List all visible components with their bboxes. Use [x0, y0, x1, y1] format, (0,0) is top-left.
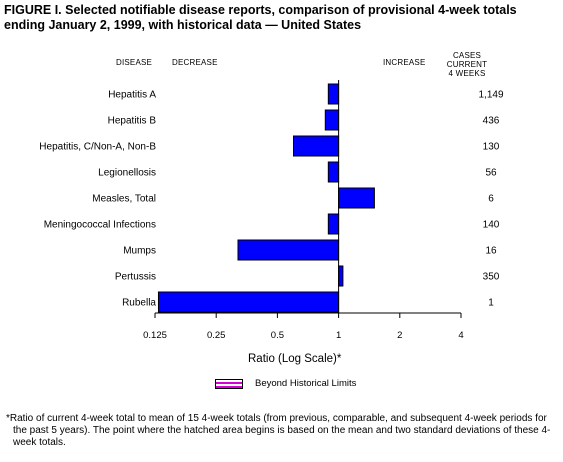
cases-value: 350: [483, 272, 500, 283]
category-label: Hepatitis B: [108, 116, 157, 127]
x-tick-label: 0.125: [143, 330, 167, 341]
category-label: Mumps: [123, 246, 156, 257]
bar: [327, 213, 340, 235]
bar: [237, 239, 340, 261]
category-label: Legionellosis: [98, 168, 156, 179]
legend: Beyond Historical Limits: [215, 378, 356, 389]
x-axis-title: Ratio (Log Scale)*: [248, 353, 342, 365]
x-tick-label: 1: [336, 330, 341, 341]
footnote-text: *Ratio of current 4-week total to mean o…: [6, 413, 551, 448]
increase-header: INCREASE: [383, 58, 426, 67]
bar: [338, 265, 344, 287]
x-tick-label: 4: [458, 330, 463, 341]
category-label: Meningococcal Infections: [44, 220, 156, 231]
bar: [157, 291, 340, 313]
cases-header-line1: CASES CURRENT: [446, 51, 488, 69]
legend-label: Beyond Historical Limits: [255, 378, 357, 389]
category-label: Pertussis: [115, 272, 156, 283]
bar: [324, 109, 340, 131]
category-label: Hepatitis, C/Non-A, Non-B: [39, 142, 156, 153]
cases-value: 1: [488, 298, 494, 309]
cases-value: 436: [483, 116, 500, 127]
x-tick-label: 0.25: [207, 330, 226, 341]
cases-column-header: CASES CURRENT 4 WEEKS: [434, 51, 500, 78]
category-label: Rubella: [122, 298, 156, 309]
category-label: Hepatitis A: [108, 90, 156, 101]
bar: [338, 187, 375, 209]
cases-value: 130: [483, 142, 500, 153]
cases-header-line2: 4 WEEKS: [448, 69, 486, 78]
decrease-header: DECREASE: [172, 58, 218, 67]
x-tick-label: 0.5: [271, 330, 284, 341]
bar: [327, 83, 340, 105]
footnote: *Ratio of current 4-week total to mean o…: [6, 413, 558, 449]
figure-title: FIGURE I. Selected notifiable disease re…: [4, 3, 517, 32]
bar: [327, 161, 340, 183]
cases-value: 56: [485, 168, 497, 179]
disease-column-header: DISEASE: [116, 58, 153, 67]
cases-value: 1,149: [478, 90, 503, 101]
cases-value: 140: [483, 220, 500, 231]
hatched-legend-swatch: [215, 378, 243, 389]
cases-value: 6: [488, 194, 494, 205]
cases-value: 16: [485, 246, 497, 257]
category-label: Measles, Total: [92, 194, 156, 205]
x-tick-label: 2: [397, 330, 402, 341]
bar: [292, 135, 340, 157]
